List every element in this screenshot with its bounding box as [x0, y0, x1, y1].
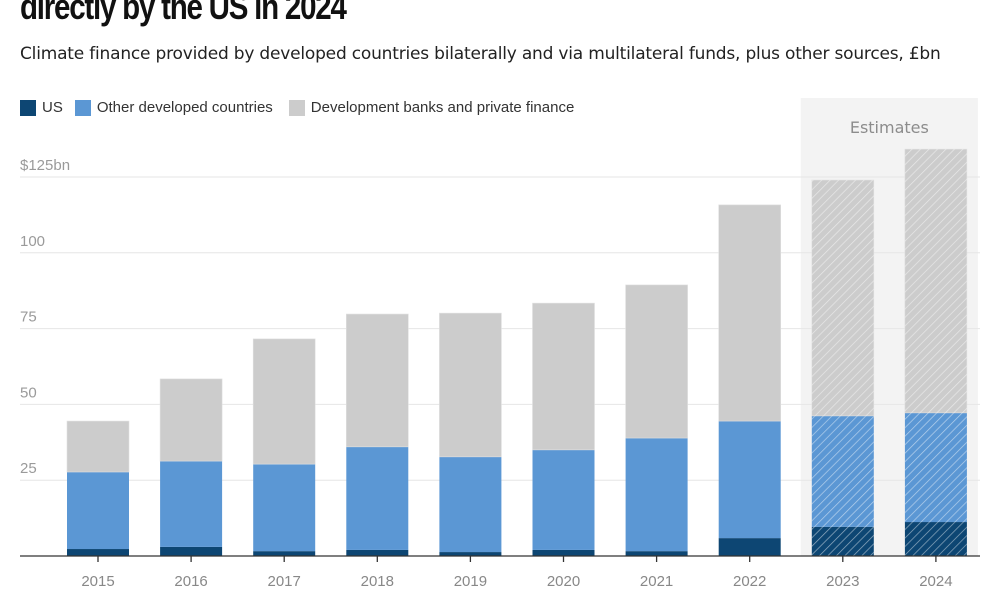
bar-segment-other-developed-countries [718, 421, 781, 539]
bar-group-2021 [625, 284, 688, 556]
bar-hatch-other-developed-countries [904, 412, 967, 523]
bar-segment-us [160, 546, 223, 556]
bar-segment-us [439, 552, 502, 556]
bar-segment-development-banks-and-private-finance [66, 420, 130, 473]
legend-swatch-development-banks [288, 99, 305, 116]
legend-item-us: US [20, 99, 63, 116]
bar-group-2022 [718, 204, 782, 556]
chart-title: directly by the US in 2024 [20, 0, 347, 27]
legend-label-us: US [42, 99, 63, 116]
bar-segment-development-banks-and-private-finance [159, 378, 223, 462]
x-tick-label: 2020 [547, 573, 580, 590]
bar-segment-us [253, 551, 316, 556]
y-tick-label: $125bn [20, 157, 70, 174]
bar-group-2023 [811, 179, 875, 556]
legend-item-development-banks: Development banks and private finance [288, 99, 575, 116]
bar-group-2018 [345, 313, 409, 556]
bar-group-2019 [439, 312, 502, 556]
bar-segment-development-banks-and-private-finance [625, 284, 688, 439]
bar-segment-other-developed-countries [346, 446, 409, 550]
bar-segment-development-banks-and-private-finance [532, 302, 595, 451]
bar-group-2024 [904, 148, 968, 556]
bar-hatch-us [811, 526, 874, 556]
bar-segment-us [625, 551, 688, 556]
x-tick-label: 2023 [826, 573, 859, 590]
bar-hatch-development-banks-and-private-finance [904, 149, 967, 413]
bar-segment-other-developed-countries [439, 456, 502, 553]
bar-segment-development-banks-and-private-finance [718, 204, 782, 422]
x-tick-label: 2015 [81, 573, 114, 590]
bar-segment-us [532, 549, 595, 556]
legend-swatch-other-developed [74, 99, 91, 116]
y-tick-label: 100 [20, 233, 45, 250]
legend-label-other-developed: Other developed countries [96, 99, 273, 116]
bar-group-2017 [252, 338, 316, 556]
chart-subtitle: Climate finance provided by developed co… [20, 44, 941, 64]
x-tick-label: 2018 [361, 573, 394, 590]
bar-segment-us [346, 549, 409, 556]
x-tick-label: 2016 [174, 573, 207, 590]
bar-segment-us [718, 538, 781, 556]
estimates-label: Estimates [850, 118, 929, 137]
y-tick-label: 50 [20, 384, 37, 401]
bar-segment-development-banks-and-private-finance [345, 313, 409, 448]
legend-item-other-developed: Other developed countries [74, 99, 273, 116]
bar-segment-other-developed-countries [532, 449, 595, 550]
x-tick-label: 2021 [640, 573, 673, 590]
bar-segment-other-developed-countries [160, 461, 223, 547]
bar-segment-other-developed-countries [625, 438, 688, 552]
chart-legend: US Other developed countries Development… [20, 99, 586, 116]
x-tick-label: 2017 [268, 573, 301, 590]
y-tick-label: 25 [20, 460, 37, 477]
bar-hatch-development-banks-and-private-finance [811, 180, 874, 416]
bar-segment-us [67, 549, 129, 556]
bar-segment-other-developed-countries [253, 464, 316, 552]
bar-group-2015 [66, 420, 130, 556]
bars [66, 148, 968, 556]
bar-hatch-other-developed-countries [811, 415, 874, 527]
bar-segment-other-developed-countries [67, 472, 129, 550]
x-tick-label: 2024 [919, 573, 952, 590]
y-tick-label: 75 [20, 309, 37, 326]
x-tick-label: 2022 [733, 573, 766, 590]
x-axis: 2015 2016 2017 2018 2019 2020 2021 2022 2023 2024 [20, 555, 980, 590]
bar-hatch-us [904, 522, 967, 556]
bar-segment-development-banks-and-private-finance [439, 312, 502, 458]
bar-group-2020 [532, 302, 595, 556]
x-tick-label: 2019 [454, 573, 487, 590]
legend-swatch-us [20, 99, 36, 116]
bar-group-2016 [159, 378, 223, 556]
bar-segment-development-banks-and-private-finance [252, 338, 316, 465]
legend-label-development-banks: Development banks and private finance [310, 99, 575, 116]
